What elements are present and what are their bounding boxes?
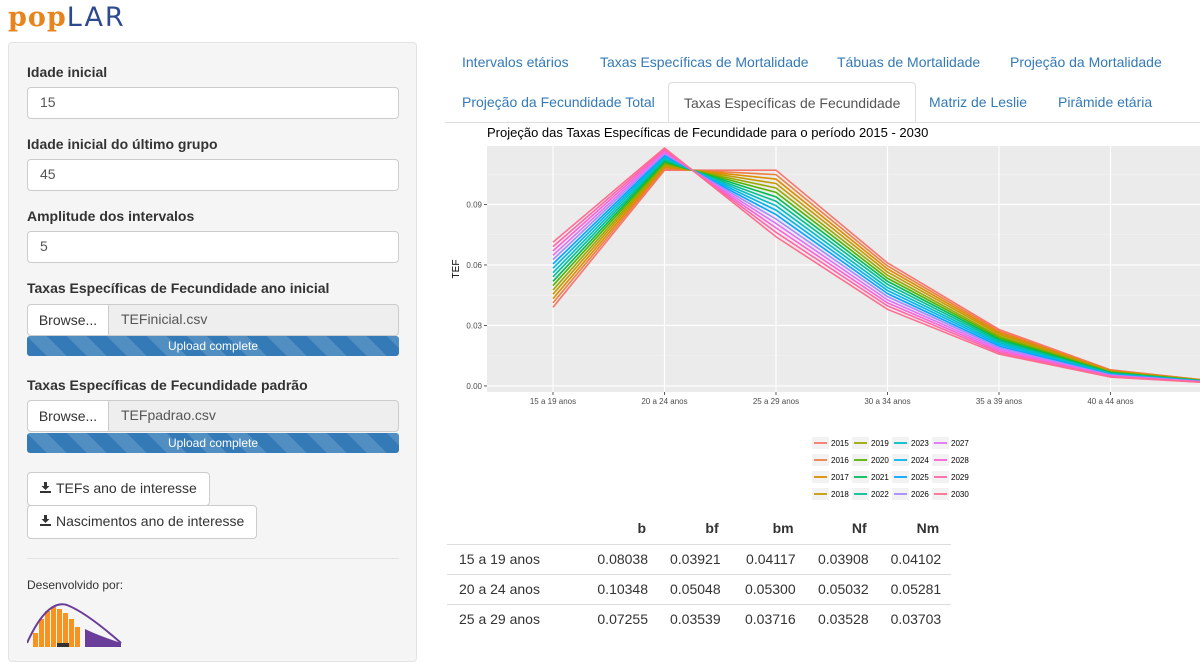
tab-intervalos-etarios[interactable]: Intervalos etários	[462, 54, 569, 70]
y-tick-label: 0.03	[466, 321, 482, 330]
tef-inicial-file-name[interactable]: TEFinicial.csv	[108, 304, 399, 336]
legend-label-2021: 2021	[871, 473, 889, 482]
table-cell: 0.03716	[730, 603, 806, 634]
tef-projection-chart: Projeção das Taxas Específicas de Fecund…	[445, 124, 1200, 506]
x-tick-label: 30 a 34 anos	[864, 397, 910, 406]
table-row: 20 a 24 anos 0.10348 0.05048 0.05300 0.0…	[447, 573, 952, 604]
y-axis-label: TEF	[451, 260, 462, 279]
amplitude-label: Amplitude dos intervalos	[27, 208, 195, 224]
table-header-cell: bm	[772, 519, 794, 536]
developer-logo	[27, 603, 122, 647]
table-cell: 0.03908	[805, 543, 879, 574]
legend-label-2017: 2017	[831, 473, 849, 482]
tef-inicial-browse-button[interactable]: Browse...	[27, 304, 109, 336]
legend-label-2030: 2030	[951, 490, 969, 499]
table-row: 15 a 19 anos 0.08038 0.03921 0.04117 0.0…	[447, 543, 952, 574]
tef-inicial-file-input: Browse... TEFinicial.csv	[27, 304, 399, 336]
tef-padrao-browse-button[interactable]: Browse...	[27, 400, 109, 432]
legend-label-2026: 2026	[911, 490, 929, 499]
legend-label-2025: 2025	[911, 473, 929, 482]
download-nascimentos-button[interactable]: Nascimentos ano de interesse	[27, 505, 258, 539]
download-icon	[40, 480, 52, 496]
tabs-divider	[445, 122, 1200, 123]
legend-label-2024: 2024	[911, 456, 929, 465]
table-cell: 0.03921	[658, 543, 731, 574]
table-header-cell: Nm	[916, 519, 940, 536]
table-cell: 0.03703	[878, 603, 952, 634]
table-header-cell	[447, 512, 582, 544]
tef-padrao-label: Taxas Específicas de Fecundidade padrão	[27, 377, 308, 393]
table-cell: 0.05300	[730, 573, 806, 604]
tab-piramide-etaria[interactable]: Pirâmide etária	[1058, 94, 1153, 110]
tab-projecao-mortalidade[interactable]: Projeção da Mortalidade	[1010, 54, 1162, 70]
download-icon	[40, 513, 52, 529]
legend-label-2029: 2029	[951, 473, 969, 482]
table-cell: 25 a 29 anos	[447, 603, 582, 634]
x-tick-label: 20 a 24 anos	[641, 397, 687, 406]
x-tick-label: 25 a 29 anos	[753, 397, 799, 406]
tef-padrao-file-input: Browse... TEFpadrao.csv	[27, 400, 399, 432]
legend-label-2022: 2022	[871, 490, 889, 499]
x-tick-label: 40 a 44 anos	[1087, 397, 1133, 406]
y-tick-label: 0.00	[466, 382, 482, 391]
amplitude-input[interactable]: 5	[27, 231, 399, 263]
tef-padrao-file-name[interactable]: TEFpadrao.csv	[108, 400, 399, 432]
legend-label-2016: 2016	[831, 456, 849, 465]
table-cell: 0.03528	[805, 603, 879, 634]
table-header-cell: bf	[705, 519, 719, 536]
chart-svg: 0.00 0.03 0.06 0.09 15 a 19 anos 20 a 24 anos…	[451, 146, 1200, 500]
table-cell: 0.08038	[582, 543, 658, 574]
tef-inicial-upload-progress: Upload complete	[27, 336, 399, 356]
table-cell: 0.04102	[878, 543, 952, 574]
tef-padrao-upload-progress: Upload complete	[27, 433, 399, 453]
legend-label-2028: 2028	[951, 456, 969, 465]
table-cell: 0.05032	[805, 573, 879, 604]
sidebar-panel: Idade inicial 15 Idade inicial do último…	[8, 42, 417, 662]
x-tick-label: 35 a 39 anos	[976, 397, 1022, 406]
main-tabs: Intervalos etários Taxas Específicas de …	[445, 42, 1200, 124]
table-header-row: b bf bm Nf Nm	[447, 512, 951, 544]
table-cell: 0.05281	[878, 573, 952, 604]
table-row: 25 a 29 anos 0.07255 0.03539 0.03716 0.0…	[447, 603, 952, 634]
poplar-logo: popLAR	[8, 2, 126, 33]
tab-matriz-leslie[interactable]: Matriz de Leslie	[929, 94, 1028, 110]
idade-inicial-input[interactable]: 15	[27, 87, 399, 119]
table-header-cell: b	[637, 519, 646, 536]
table-cell: 0.03539	[658, 603, 731, 634]
table-cell: 0.04117	[730, 543, 806, 574]
legend-label-2015: 2015	[831, 439, 849, 448]
y-tick-label: 0.06	[466, 261, 482, 270]
tab-taxas-fecundidade[interactable]: Taxas Específicas de Fecundidade	[668, 82, 917, 122]
x-tick-label: 15 a 19 anos	[530, 397, 576, 406]
tef-inicial-label: Taxas Específicas de Fecundidade ano ini…	[27, 280, 330, 296]
idade-inicial-label: Idade inicial	[27, 64, 108, 80]
download-tefs-button[interactable]: TEFs ano de interesse	[27, 472, 210, 506]
logo-part-lar: LAR	[66, 2, 126, 33]
sidebar-divider	[27, 558, 399, 559]
developed-by-label: Desenvolvido por:	[27, 578, 124, 592]
download-nascimentos-label: Nascimentos ano de interesse	[56, 513, 245, 529]
idade-ultimo-grupo-label: Idade inicial do último grupo	[27, 136, 218, 152]
legend-label-2023: 2023	[911, 439, 929, 448]
series-line-2030	[552, 146, 1200, 384]
idade-ultimo-grupo-input[interactable]: 45	[27, 159, 399, 191]
table-cell: 0.05048	[658, 573, 731, 604]
table-cell: 20 a 24 anos	[447, 573, 582, 604]
table-cell: 0.10348	[582, 573, 658, 604]
tab-taxas-mortalidade[interactable]: Taxas Específicas de Mortalidade	[600, 54, 809, 70]
legend-label-2018: 2018	[831, 490, 849, 499]
legend-label-2020: 2020	[871, 456, 889, 465]
tab-projecao-fecundidade-total[interactable]: Projeção da Fecundidade Total	[462, 94, 655, 110]
results-table: b bf bm Nf Nm 15 a 19 anos 0.08038 0.039…	[447, 512, 952, 634]
legend-label-2019: 2019	[871, 439, 889, 448]
logo-part-pop: pop	[8, 2, 67, 33]
legend-label-2027: 2027	[951, 439, 969, 448]
tab-tabuas-mortalidade[interactable]: Tábuas de Mortalidade	[837, 54, 981, 70]
table-cell: 15 a 19 anos	[447, 543, 582, 574]
table-cell: 0.07255	[582, 603, 658, 634]
y-tick-label: 0.09	[466, 200, 482, 209]
chart-title: Projeção das Taxas Específicas de Fecund…	[487, 125, 929, 140]
table-header-cell: Nf	[851, 519, 867, 536]
download-tefs-label: TEFs ano de interesse	[56, 480, 197, 496]
